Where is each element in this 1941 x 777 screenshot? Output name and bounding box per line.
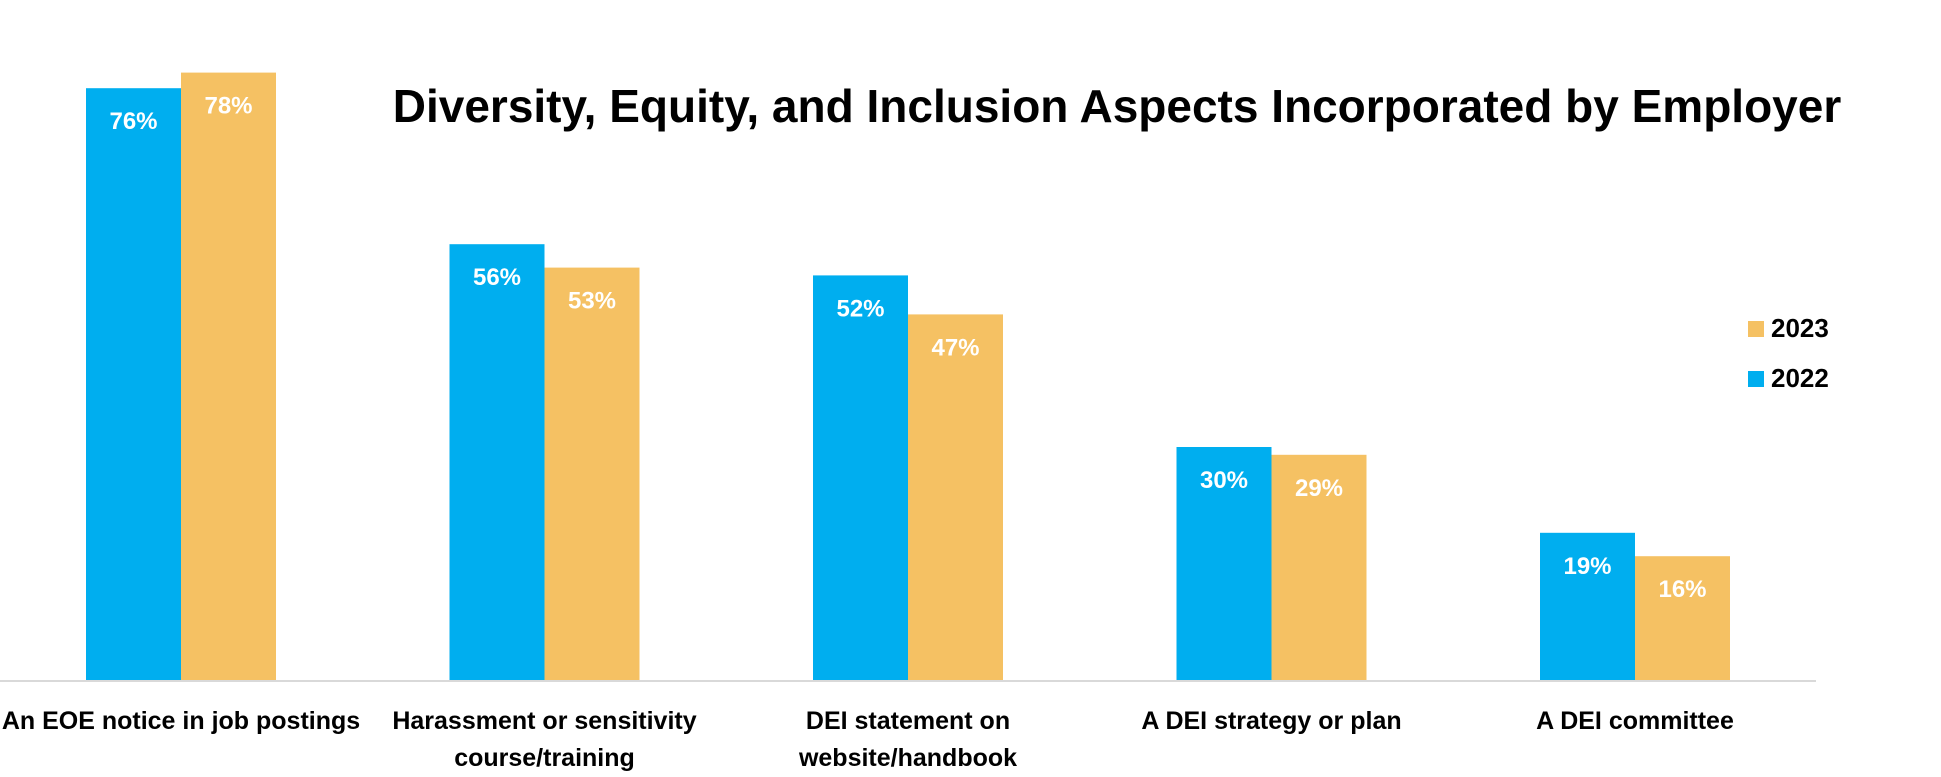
- data-label-2022-4: 30%: [1200, 467, 1248, 494]
- data-label-2022-3: 52%: [836, 295, 884, 322]
- bar-2023-5: [1635, 556, 1730, 681]
- chart-title: Diversity, Equity, and Inclusion Aspects…: [393, 80, 1842, 132]
- category-label-3-line-1: DEI statement on: [806, 707, 1010, 735]
- category-label-5: A DEI committee: [1536, 707, 1734, 735]
- bar-2022-3: [813, 275, 908, 681]
- category-label-4: A DEI strategy or plan: [1141, 707, 1401, 735]
- data-label-2022-1: 76%: [109, 108, 157, 135]
- category-label-1: An EOE notice in job postings: [2, 707, 360, 735]
- legend: 2023 2022: [1748, 313, 1829, 393]
- bar-2023-4: [1271, 454, 1367, 681]
- bar-2022-4: [1176, 447, 1272, 681]
- labels-layer: 76% 78% An EOE notice in job postings 56% 53…: [2, 93, 1734, 772]
- legend-label-2023: 2023: [1771, 313, 1829, 343]
- data-label-2023-4: 29%: [1295, 475, 1343, 502]
- legend-swatch-2023: [1748, 321, 1764, 337]
- category-label-2-line-1: Harassment or sensitivity: [392, 707, 696, 735]
- bar-2022-2: [449, 244, 545, 681]
- bar-2022-1: [86, 88, 181, 681]
- data-label-2022-5: 19%: [1563, 553, 1611, 580]
- bar-2023-3: [908, 314, 1003, 681]
- bar-2023-1: [181, 72, 276, 682]
- data-label-2023-1: 78%: [204, 93, 252, 120]
- category-label-2-line-2: course/training: [454, 744, 635, 772]
- bars-layer: [86, 72, 1730, 682]
- bar-2023-2: [544, 267, 640, 681]
- data-label-2023-2: 53%: [568, 288, 616, 315]
- category-label-3-line-2: website/handbook: [798, 744, 1017, 772]
- data-label-2022-2: 56%: [473, 264, 521, 291]
- bar-2022-5: [1540, 532, 1635, 681]
- data-label-2023-5: 16%: [1658, 576, 1706, 603]
- data-label-2023-3: 47%: [931, 334, 979, 361]
- legend-label-2022: 2022: [1771, 363, 1829, 393]
- legend-swatch-2022: [1748, 371, 1764, 387]
